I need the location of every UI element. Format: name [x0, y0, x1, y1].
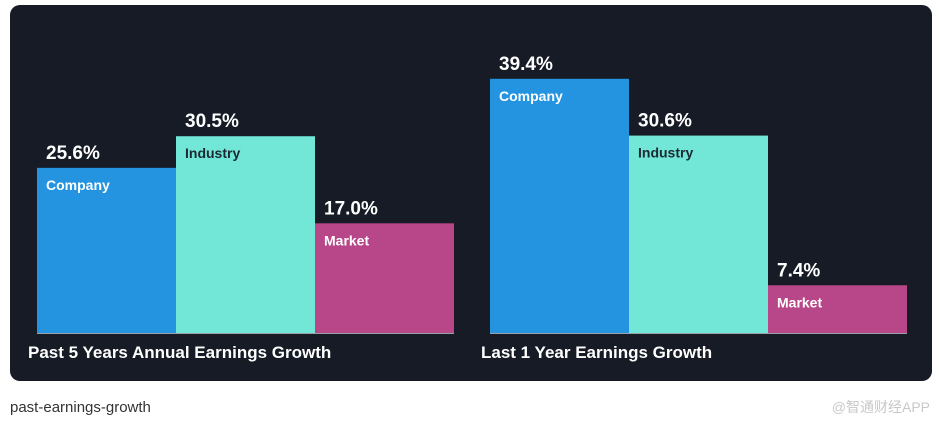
bar-value-label: 39.4% [499, 54, 553, 75]
bar-company-1 [490, 78, 629, 333]
bar-value-label: 25.6% [46, 143, 100, 164]
bar-category-label: Industry [185, 145, 240, 161]
bar-category-label: Company [46, 177, 110, 193]
watermark: @智通财经APP [831, 399, 930, 415]
earnings-growth-panel: Company 25.6% Industry 30.5% Market 17.0% Comp… [10, 5, 932, 381]
bar-market-0 [315, 223, 454, 333]
bar-market-1 [768, 285, 907, 333]
bar-value-label: 17.0% [324, 198, 378, 219]
chart-title-past-5-years: Past 5 Years Annual Earnings Growth [28, 343, 332, 362]
bar-industry-1 [629, 135, 768, 333]
bar-value-label: 7.4% [777, 260, 820, 281]
bar-category-label: Industry [638, 145, 693, 161]
bar-category-label: Company [499, 88, 563, 104]
bar-category-label: Market [777, 294, 822, 310]
bar-company-0 [37, 167, 176, 333]
bar-industry-0 [176, 136, 315, 333]
figure-caption: past-earnings-growth [10, 399, 151, 416]
earnings-growth-charts: Company 25.6% Industry 30.5% Market 17.0% Comp… [37, 54, 907, 334]
bar-value-label: 30.5% [185, 111, 239, 132]
bar-category-label: Market [324, 232, 369, 248]
bar-value-label: 30.6% [638, 111, 692, 132]
chart-title-last-1-year: Last 1 Year Earnings Growth [481, 343, 713, 362]
